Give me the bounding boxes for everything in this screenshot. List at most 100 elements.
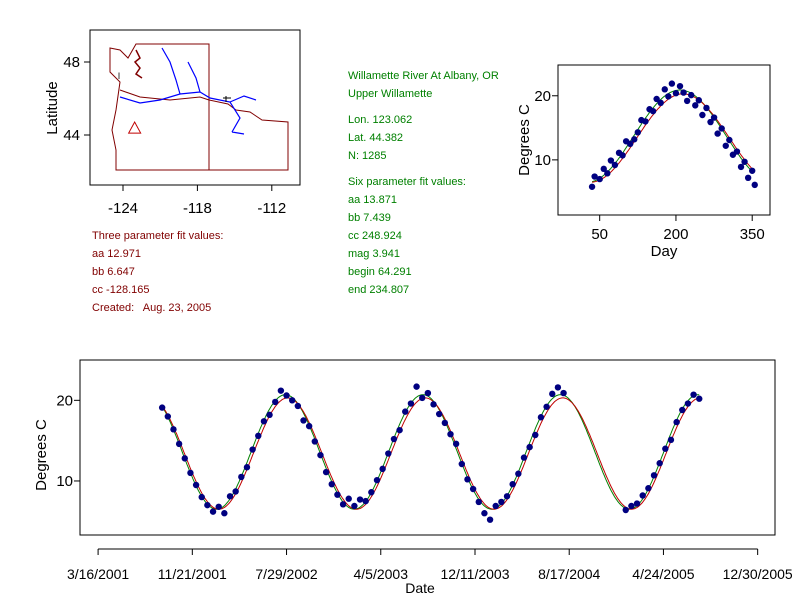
ts-xtick-label: 4/24/2005	[632, 566, 694, 582]
ts-data-point	[373, 476, 381, 484]
ts-data-point	[464, 476, 471, 483]
ts-data-point	[549, 390, 556, 398]
ts-data-point	[526, 443, 533, 451]
day-data-point	[744, 174, 752, 182]
ts-data-point	[628, 502, 635, 510]
day-data-point	[722, 142, 729, 149]
map-xtick-label: -124	[108, 200, 138, 217]
six-param-end: end 234.807	[348, 284, 410, 296]
day-data-point	[604, 170, 611, 177]
day-data-point	[703, 104, 710, 112]
day-data-point	[626, 140, 634, 148]
three-param-title: Three parameter fit values:	[92, 230, 224, 242]
ts-data-point	[368, 489, 375, 496]
ts-data-point	[288, 397, 296, 404]
ts-xtick-label: 12/30/2005	[723, 566, 792, 582]
ts-data-point	[164, 413, 172, 420]
day-data-point	[611, 161, 619, 169]
map-ytick-label: 44	[63, 127, 80, 144]
day-data-point	[619, 152, 626, 159]
ts-xlabel: Date	[405, 580, 435, 596]
station-lon: Lon. 123.062	[348, 114, 413, 126]
day-data-point	[687, 91, 695, 99]
ts-data-point	[260, 418, 268, 425]
six-param-aa: aa 13.871	[348, 194, 397, 206]
ts-data-point	[424, 389, 432, 397]
day-data-point	[657, 99, 664, 107]
map-ylabel: Latitude	[44, 81, 61, 134]
ts-data-point	[266, 411, 273, 419]
day-data-point	[680, 89, 687, 96]
day-data-point	[591, 173, 598, 180]
ts-data-point	[413, 383, 420, 390]
ts-data-point	[509, 480, 516, 488]
day-fit-line	[591, 89, 755, 183]
ts-data-point	[498, 498, 505, 506]
ts-data-point	[520, 454, 528, 461]
ts-data-point	[170, 426, 177, 433]
map-crosshair-icon	[223, 96, 231, 102]
ts-data-point	[650, 472, 658, 479]
day-data-point	[676, 82, 684, 90]
day-data-point	[726, 136, 733, 144]
ts-data-point	[639, 492, 646, 499]
day-data-point	[649, 107, 657, 115]
ts-data-point	[272, 398, 279, 406]
ts-data-point	[633, 500, 641, 507]
three-param-aa: aa 12.971	[92, 248, 141, 260]
ts-data-point	[430, 401, 437, 408]
ts-data-point	[645, 485, 652, 492]
day-data-point	[749, 167, 756, 174]
ts-data-point	[537, 414, 545, 421]
day-data-point	[600, 165, 607, 173]
ts-data-point	[209, 508, 217, 515]
ts-data-point	[339, 501, 347, 508]
ts-data-point	[532, 431, 539, 439]
ts-data-point	[673, 418, 680, 426]
ts-data-point	[158, 404, 166, 411]
day-data-point	[714, 130, 721, 137]
day-xtick-label: 50	[591, 226, 608, 243]
ts-data-point	[481, 510, 488, 517]
ts-data-point	[656, 460, 663, 467]
station-name: Willamette River At Albany, OR	[348, 70, 499, 82]
ts-xtick-label: 8/17/2004	[538, 566, 600, 582]
ts-data-point	[317, 451, 324, 459]
ts-data-point	[181, 455, 188, 462]
ts-data-point	[515, 470, 522, 477]
map-xtick-label: -118	[183, 200, 212, 217]
ts-data-point	[441, 419, 449, 427]
day-data-point	[741, 158, 748, 165]
washington-oregon-outline	[109, 43, 289, 171]
created-date: Created: Aug. 23, 2005	[92, 302, 212, 314]
day-xtick-label: 200	[663, 226, 688, 243]
ts-data-point	[305, 422, 313, 430]
map-frame	[89, 29, 301, 186]
ts-data-point	[204, 501, 211, 509]
ts-data-point	[351, 502, 358, 510]
ts-data-point	[407, 400, 415, 407]
ts-data-point	[684, 400, 692, 407]
day-fit-line	[592, 93, 755, 183]
ts-data-point	[243, 464, 251, 471]
ts-data-point	[452, 440, 460, 448]
day-data-point	[607, 157, 615, 164]
ts-data-point	[294, 402, 302, 410]
ts-data-point	[560, 389, 567, 397]
day-data-point	[718, 125, 725, 132]
ts-data-point	[622, 506, 629, 514]
day-data-point	[634, 129, 642, 136]
six-param-bb: bb 7.439	[348, 212, 391, 224]
day-data-point	[695, 97, 703, 104]
day-data-point	[672, 90, 680, 97]
three-param-bb: bb 6.647	[92, 266, 135, 278]
ts-data-point	[238, 473, 245, 481]
ts-data-point	[226, 493, 234, 500]
ts-data-point	[322, 468, 330, 476]
day-xlabel: Day	[651, 243, 678, 260]
station-lat: Lat. 44.382	[348, 132, 404, 144]
day-xtick-label: 350	[740, 226, 765, 243]
ts-xtick-label: 7/29/2002	[255, 566, 317, 582]
day-data-point	[642, 118, 649, 125]
